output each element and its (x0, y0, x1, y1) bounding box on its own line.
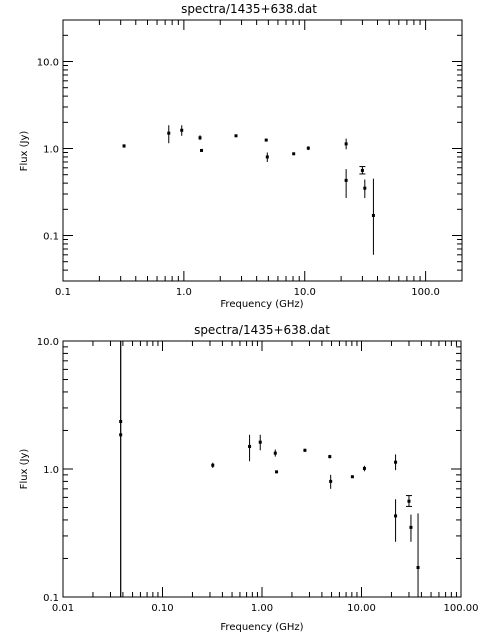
chart-2-data-point (362, 466, 366, 470)
chart-1: spectra/1435+638.dat Frequency (GHz) Flu… (19, 2, 463, 310)
chart-2-data-point (409, 525, 413, 529)
chart-2-data-point (119, 420, 123, 424)
chart-2-x-tick-label: 10.00 (347, 603, 376, 614)
chart-1-data-point (292, 152, 296, 156)
chart-2-x-tick-label: 0.10 (151, 603, 173, 614)
chart-1-marks (122, 125, 375, 255)
chart-2-data-point (329, 479, 333, 483)
chart-1-data-point (371, 213, 375, 217)
chart-1-x-tick-label: 0.1 (55, 287, 71, 298)
chart-2-data-point (407, 499, 411, 503)
chart-2-y-tick-label: 0.1 (43, 593, 59, 604)
chart-1-y-tick-label: 10.0 (37, 58, 59, 69)
chart-1-title: spectra/1435+638.dat (181, 2, 317, 16)
chart-1-data-point (360, 168, 364, 172)
chart-1-y-tick-label: 0.1 (43, 232, 59, 243)
chart-2-title: spectra/1435+638.dat (194, 323, 330, 337)
chart-2-data-point (273, 451, 277, 455)
chart-2-x-tick-label: 100.00 (444, 603, 479, 614)
chart-1-data-point (122, 144, 126, 148)
chart-2-data-point (394, 460, 398, 464)
chart-1-plot-area (62, 19, 463, 282)
chart-1-data-point (198, 136, 202, 140)
chart-1-x-axis-label: Frequency (GHz) (220, 299, 303, 310)
chart-2-data-point (211, 463, 215, 467)
chart-2-plot-area (62, 340, 462, 598)
chart-2-ticks: 0.01 0.10 1.00 10.00 100.00 0.1 1.0 10.0 (37, 337, 479, 614)
chart-1-y-tick-label: 1.0 (43, 145, 59, 156)
chart-2-data-point (258, 440, 262, 444)
chart-1-data-point (167, 131, 171, 135)
chart-1-data-point (200, 148, 204, 152)
chart-2-data-point (303, 448, 307, 452)
chart-1-data-point (306, 146, 310, 150)
chart-1-data-point (344, 142, 348, 146)
chart-2-data-point (350, 475, 354, 479)
chart-2-x-tick-label: 1.00 (251, 603, 273, 614)
chart-2-y-axis-label: Flux (Jy) (19, 449, 30, 490)
chart-2-data-point (248, 444, 252, 448)
chart-2: spectra/1435+638.dat Frequency (GHz) Flu… (19, 323, 479, 633)
chart-2-y-tick-label: 10.0 (37, 337, 59, 348)
chart-1-ticks: 0.1 1.0 10.0 100.0 0.1 1.0 10.0 (37, 19, 463, 298)
chart-2-x-axis-label: Frequency (GHz) (220, 622, 303, 633)
chart-1-y-axis-label: Flux (Jy) (19, 131, 30, 172)
chart-1-data-point (344, 178, 348, 182)
chart-2-data-point (328, 455, 332, 459)
chart-1-data-point (265, 155, 269, 159)
chart-2-data-point (394, 514, 398, 518)
chart-2-data-point (416, 566, 420, 570)
chart-1-data-point (180, 128, 184, 132)
chart-2-data-point (275, 470, 279, 474)
chart-1-data-point (264, 138, 268, 142)
chart-1-data-point (363, 186, 367, 190)
chart-1-x-tick-label: 10.0 (294, 287, 316, 298)
chart-2-y-tick-label: 1.0 (43, 465, 59, 476)
chart-2-marks (119, 341, 420, 597)
chart-1-data-point (234, 134, 238, 138)
chart-1-x-tick-label: 1.0 (176, 287, 192, 298)
chart-2-x-tick-label: 0.01 (52, 603, 74, 614)
chart-1-x-tick-label: 100.0 (411, 287, 440, 298)
